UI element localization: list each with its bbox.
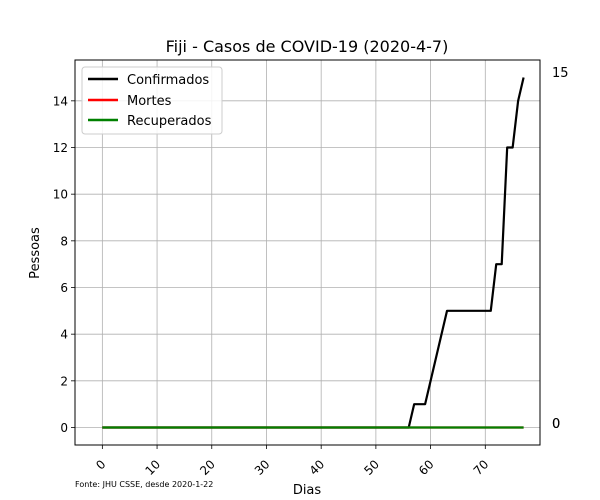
source-note: Fonte: JHU CSSE, desde 2020-1-22 bbox=[75, 480, 213, 489]
x-axis-label: Dias bbox=[293, 483, 322, 498]
y-tick-label: 14 bbox=[53, 94, 68, 108]
chart-title: Fiji - Casos de COVID-19 (2020-4-7) bbox=[166, 37, 449, 56]
plot-frame bbox=[74, 59, 541, 446]
y-tick-label: 2 bbox=[60, 374, 68, 388]
x-tick-label: 30 bbox=[252, 457, 273, 478]
grid-lines bbox=[75, 60, 540, 445]
y-tick-label: 12 bbox=[53, 141, 68, 155]
x-tick-label: 10 bbox=[142, 457, 163, 478]
y-axis-label: Pessoas bbox=[28, 227, 43, 279]
right-label-deaths: 0 bbox=[552, 417, 560, 432]
legend-label-deaths: Mortes bbox=[127, 94, 172, 109]
right-label-recovered: 0 bbox=[552, 417, 560, 432]
y-tick-label: 6 bbox=[60, 281, 68, 295]
legend-label-confirmed: Confirmados bbox=[127, 73, 209, 88]
y-ticks: 0 2 4 6 8 10 12 14 bbox=[53, 94, 75, 435]
y-tick-label: 10 bbox=[53, 188, 68, 202]
y-tick-label: 8 bbox=[60, 234, 68, 248]
x-ticks: 0 10 20 30 40 50 60 70 bbox=[93, 445, 491, 478]
legend-label-recovered: Recuperados bbox=[127, 114, 212, 129]
y-tick-label: 0 bbox=[60, 421, 68, 435]
y-tick-label: 4 bbox=[60, 328, 68, 342]
x-tick-label: 0 bbox=[93, 457, 108, 472]
x-tick-label: 40 bbox=[307, 457, 328, 478]
series-line-confirmados bbox=[102, 77, 525, 429]
x-tick-label: 60 bbox=[416, 457, 437, 478]
x-tick-label: 50 bbox=[361, 457, 382, 478]
x-tick-label: 70 bbox=[471, 457, 492, 478]
series-lines bbox=[102, 77, 525, 429]
legend-box bbox=[81, 66, 223, 135]
right-label-confirmed: 15 bbox=[552, 66, 569, 81]
legend: Confirmados Mortes Recuperados bbox=[81, 66, 223, 135]
x-tick-label: 20 bbox=[197, 457, 218, 478]
